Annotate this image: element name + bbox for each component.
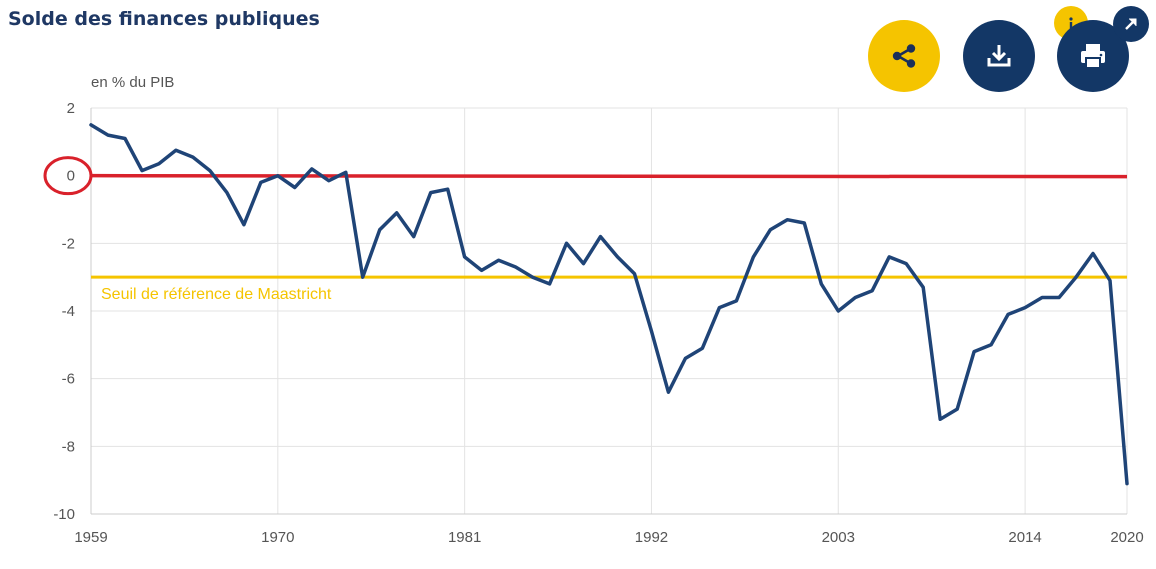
chart-title: Solde des finances publiques xyxy=(8,8,320,30)
x-tick-label: 1981 xyxy=(448,529,481,546)
y-axis-label: en % du PIB xyxy=(91,74,174,91)
x-tick-label: 2003 xyxy=(822,529,855,546)
x-tick-label: 1970 xyxy=(261,529,294,546)
arrow-up-right-icon xyxy=(1125,18,1137,30)
expand-button[interactable] xyxy=(1113,6,1149,42)
y-tick-label: -8 xyxy=(62,438,75,455)
zero-highlight-line xyxy=(90,173,1128,179)
share-icon xyxy=(892,44,916,68)
download-button[interactable] xyxy=(963,20,1035,92)
grid xyxy=(90,107,1128,515)
series-line xyxy=(89,123,1129,486)
y-tick-label: -2 xyxy=(62,235,75,252)
info-icon xyxy=(1069,17,1073,29)
x-tick-label: 2014 xyxy=(1008,529,1041,546)
y-tick-label: 2 xyxy=(67,100,75,117)
series-group xyxy=(89,123,1129,486)
share-button[interactable] xyxy=(868,20,940,92)
x-tick-label: 1992 xyxy=(635,529,668,546)
annotations xyxy=(43,156,93,196)
y-axis-ticks: 2 0 -2 -4 -6 -8 -10 xyxy=(53,100,75,523)
y-tick-label: -4 xyxy=(62,303,75,320)
x-axis-ticks: 1959 1970 1981 1992 2003 2014 2020 xyxy=(74,529,1143,546)
y-tick-label: 0 xyxy=(67,168,75,185)
maastricht-threshold-label: Seuil de référence de Maastricht xyxy=(101,286,332,303)
x-tick-label: 1959 xyxy=(74,529,107,546)
y-tick-label: -6 xyxy=(62,371,75,388)
reference-lines: Seuil de référence de Maastricht xyxy=(90,173,1128,303)
printer-icon xyxy=(1081,44,1105,69)
x-tick-label: 2020 xyxy=(1110,529,1143,546)
zero-tick-circle xyxy=(43,156,93,196)
download-icon xyxy=(987,45,1011,67)
y-tick-label: -10 xyxy=(53,506,75,523)
